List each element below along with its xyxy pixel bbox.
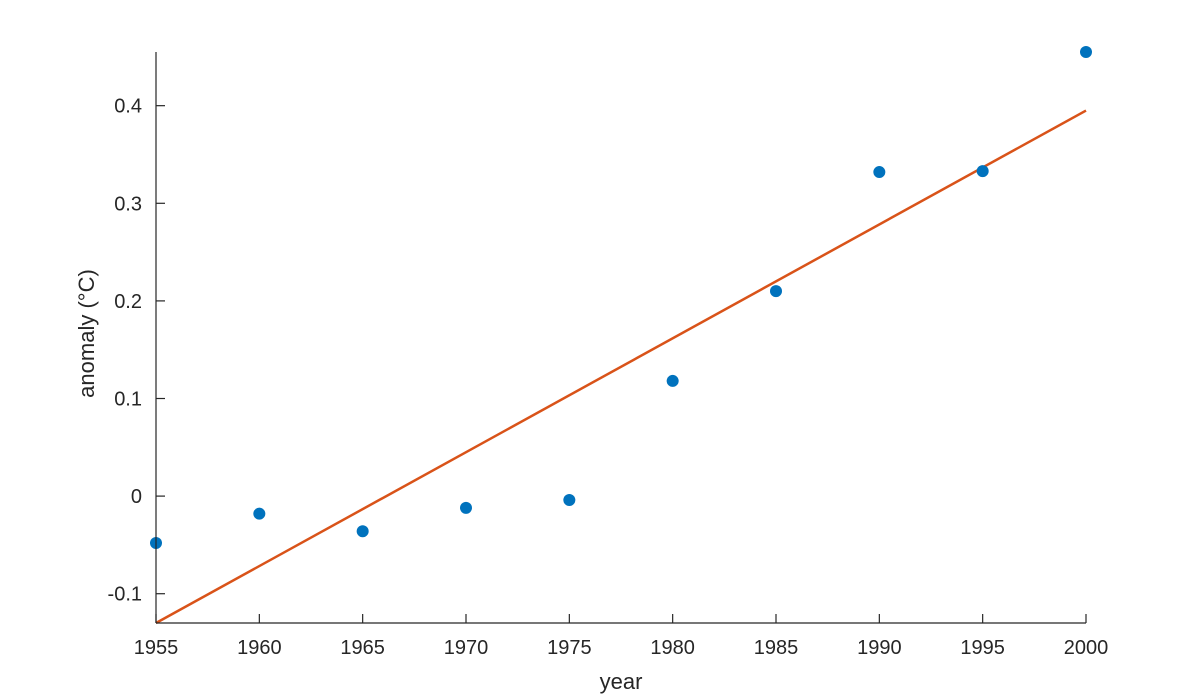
y-axis: -0.1 0 0.1 0.2 0.3 0.4	[108, 52, 165, 623]
y-tick-label: 0.1	[114, 389, 142, 411]
x-tick-label: 1995	[960, 637, 1005, 659]
y-tick-label: 0.2	[114, 291, 142, 313]
y-tick-label: -0.1	[108, 584, 142, 606]
y-tick-label: 0	[131, 486, 142, 508]
x-tick-label: 1975	[547, 637, 592, 659]
x-tick-label: 1960	[237, 637, 282, 659]
data-point	[770, 285, 782, 298]
x-axis-label: year	[600, 669, 643, 694]
x-tick-label: 1970	[444, 637, 489, 659]
x-axis: 1955 1960 1965 1970 1975 1980 1985 1990 1995 2000	[134, 614, 1109, 659]
x-tick-label: 1955	[134, 637, 179, 659]
plot-area	[150, 46, 1092, 625]
x-tick-label: 1985	[754, 637, 799, 659]
y-tick-label: 0.4	[114, 96, 142, 118]
y-axis-label: anomaly (°C)	[74, 269, 99, 398]
data-point	[253, 507, 266, 520]
x-tick-label: 1980	[650, 637, 695, 659]
x-tick-label: 1965	[340, 637, 385, 659]
data-point	[666, 374, 679, 387]
x-tick-label: 2000	[1064, 637, 1109, 659]
data-point	[873, 166, 886, 179]
data-point	[460, 501, 472, 514]
y-tick-label: 0.3	[114, 193, 142, 215]
data-point	[356, 525, 369, 538]
fit-line	[155, 109, 1087, 625]
fit-line-path	[155, 109, 1087, 625]
x-tick-label: 1990	[857, 637, 902, 659]
data-point	[1080, 46, 1092, 58]
data-points	[150, 46, 1092, 549]
data-point	[976, 165, 989, 178]
data-point	[563, 494, 576, 507]
